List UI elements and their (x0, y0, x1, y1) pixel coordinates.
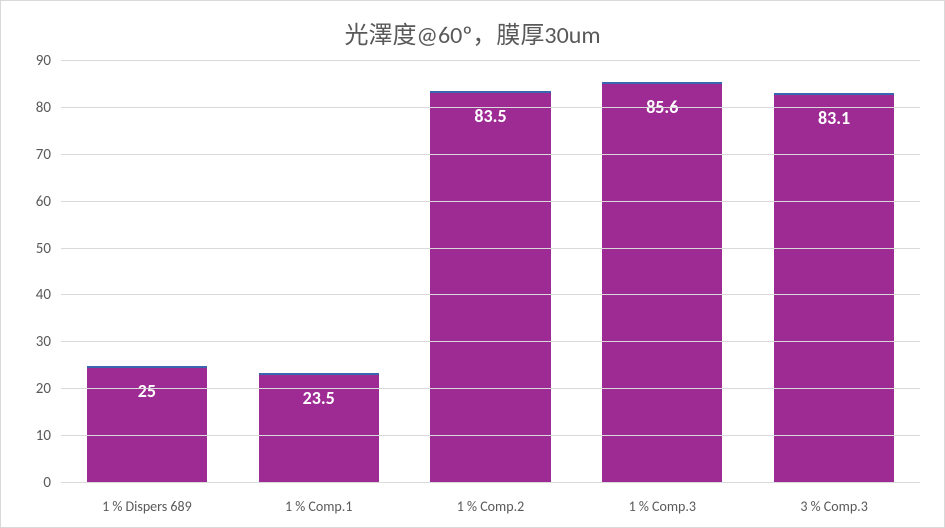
bars-row: 25 23.5 83.5 85.6 83.1 (61, 61, 920, 483)
bar: 85.6 (602, 82, 722, 483)
bar-value-label: 23.5 (303, 387, 335, 409)
grid-line (61, 201, 920, 202)
x-tick-label: 3 % Comp.3 (748, 498, 920, 515)
bar-top-border (774, 93, 894, 95)
x-tick-label: 1 % Comp.2 (405, 498, 577, 515)
y-tick-label: 20 (36, 380, 61, 398)
bar-value-label: 83.5 (474, 105, 506, 127)
bar: 83.1 (774, 93, 894, 483)
grid-line (61, 341, 920, 342)
bar-value-label: 83.1 (818, 107, 850, 129)
grid-line (61, 154, 920, 155)
chart-title: 光澤度@60º，膜厚30um (15, 15, 930, 50)
bar-slot: 83.5 (405, 61, 577, 483)
y-tick-label: 50 (36, 240, 61, 258)
bar-top-border (259, 373, 379, 375)
y-tick-label: 70 (36, 146, 61, 164)
chart-container: 光澤度@60º，膜厚30um 25 23.5 83.5 85.6 83.1 0 10 20 3… (0, 0, 945, 528)
y-tick-label: 10 (36, 427, 61, 445)
grid-line (61, 294, 920, 295)
y-tick-label: 90 (36, 52, 61, 70)
bar-slot: 25 (61, 61, 233, 483)
grid-line (61, 60, 920, 61)
grid-line (61, 388, 920, 389)
bar-value-label: 25 (138, 380, 156, 402)
bar-top-border (430, 91, 550, 93)
y-tick-label: 30 (36, 333, 61, 351)
y-tick-label: 80 (36, 99, 61, 117)
grid-line (61, 248, 920, 249)
bar: 23.5 (259, 373, 379, 483)
bar-slot: 85.6 (576, 61, 748, 483)
bar: 25 (87, 366, 207, 483)
y-tick-label: 0 (43, 474, 61, 492)
y-tick-label: 60 (36, 193, 61, 211)
x-axis-line (61, 482, 920, 483)
x-tick-label: 1 % Comp.1 (233, 498, 405, 515)
bar: 83.5 (430, 91, 550, 483)
x-tick-label: 1 % Comp.3 (576, 498, 748, 515)
bar-top-border (602, 82, 722, 84)
x-tick-label: 1 % Dispers 689 (61, 498, 233, 515)
bar-slot: 23.5 (233, 61, 405, 483)
plot-area: 2523.583.585.683.1 0102030405060708090 (61, 61, 920, 483)
bar-slot: 83.1 (748, 61, 920, 483)
y-tick-label: 40 (36, 286, 61, 304)
grid-line (61, 107, 920, 108)
x-axis-labels: 1 % Dispers 6891 % Comp.11 % Comp.21 % C… (61, 498, 920, 515)
grid-line (61, 435, 920, 436)
bar-top-border (87, 366, 207, 368)
